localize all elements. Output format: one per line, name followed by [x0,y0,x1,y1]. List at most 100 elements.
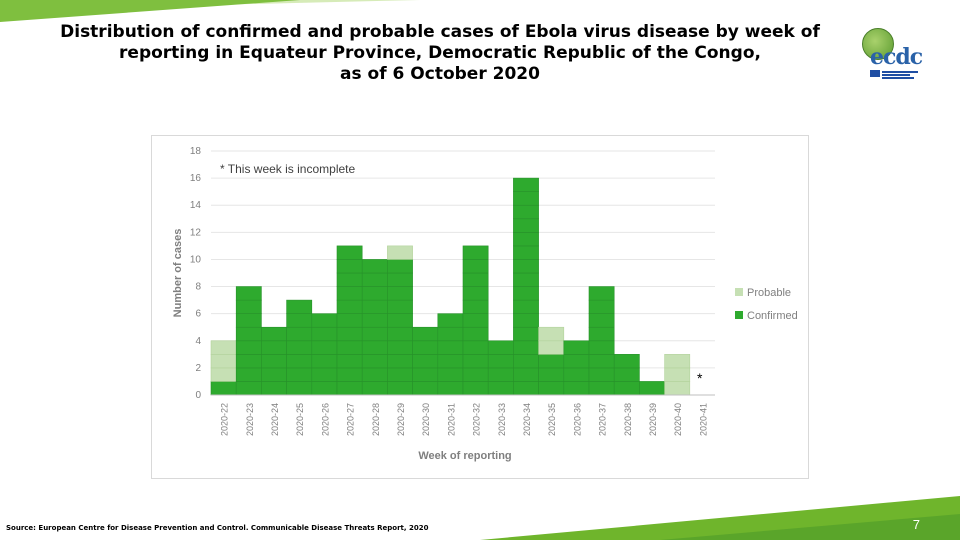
bar-confirmed-2020-39 [639,381,665,396]
bar-confirmed-2020-22 [210,381,237,396]
bar-confirmed-2020-34 [513,245,539,260]
y-tick-label: 0 [195,390,201,401]
logo-line [882,77,914,79]
corner-decoration-bottom-right-dark [660,514,960,540]
bar-confirmed-2020-29 [387,326,413,342]
bar-confirmed-2020-28 [361,299,388,314]
bar-confirmed-2020-28 [361,354,388,369]
bar-confirmed-2020-28 [361,259,388,274]
x-tick-label: 2020-28 [371,403,381,436]
bar-confirmed-2020-37 [588,313,615,328]
bar-confirmed-2020-32 [462,354,489,369]
bar-confirmed-2020-23 [235,286,262,301]
bar-confirmed-2020-28 [361,286,388,301]
legend-swatch-probable [735,288,743,296]
bar-confirmed-2020-25 [286,381,313,396]
x-tick-label: 2020-35 [547,403,557,436]
bar-confirmed-2020-38 [613,354,640,369]
flag-icon [870,70,880,77]
x-tick-label: 2020-29 [396,403,406,436]
bar-confirmed-2020-32 [462,272,489,287]
x-tick-label: 2020-38 [623,403,633,436]
bar-confirmed-2020-27 [336,313,363,328]
bar-confirmed-2020-31 [437,340,464,355]
bar-confirmed-2020-24 [261,340,287,355]
bar-confirmed-2020-37 [588,367,615,382]
bar-confirmed-2020-27 [336,367,363,382]
bar-confirmed-2020-26 [311,326,338,342]
bar-confirmed-2020-30 [412,381,439,396]
bar-confirmed-2020-32 [462,259,489,274]
bar-confirmed-2020-26 [311,354,338,369]
bar-probable-2020-35 [538,340,565,355]
legend-label-confirmed: Confirmed [747,310,798,322]
bar-confirmed-2020-32 [462,367,489,382]
bar-confirmed-2020-35 [538,367,565,382]
bar-confirmed-2020-27 [336,340,363,355]
bar-probable-2020-40 [664,381,691,396]
bar-confirmed-2020-32 [462,326,489,342]
bar-confirmed-2020-23 [235,340,262,355]
eu-flag-icon [870,70,920,80]
bar-confirmed-2020-28 [361,313,388,328]
x-tick-label: 2020-31 [446,403,456,436]
bar-confirmed-2020-32 [462,381,489,396]
bar-confirmed-2020-23 [235,354,262,369]
bar-confirmed-2020-25 [286,299,313,314]
legend-swatch-confirmed [735,311,743,319]
x-axis-label: Week of reporting [418,450,511,462]
bar-confirmed-2020-31 [437,313,464,328]
bar-confirmed-2020-24 [261,367,287,382]
bar-confirmed-2020-34 [513,340,539,355]
bar-probable-2020-35 [538,326,565,342]
incomplete-week-note: * This week is incomplete [220,162,355,176]
bar-confirmed-2020-32 [462,313,489,328]
bar-chart: 0 2 4 6 8 10 12 14 16 18 Number of cases 2020-22 202… [172,146,798,462]
y-tick-label: 14 [190,200,202,211]
bar-confirmed-2020-36 [563,354,590,369]
y-tick-label: 12 [190,227,202,238]
bar-confirmed-2020-28 [361,381,388,396]
bar-confirmed-2020-27 [336,326,363,342]
x-tick-label: 2020-37 [598,403,608,436]
bar-confirmed-2020-26 [311,367,338,382]
bar-confirmed-2020-25 [286,340,313,355]
logo-line [882,71,918,73]
bar-probable-2020-22 [210,340,237,355]
y-tick-label: 16 [190,173,202,184]
bar-confirmed-2020-37 [588,299,615,314]
bar-confirmed-2020-36 [563,381,590,396]
bar-confirmed-2020-34 [513,204,539,220]
bar-confirmed-2020-24 [261,326,287,342]
bar-confirmed-2020-32 [462,299,489,314]
bar-confirmed-2020-38 [613,381,640,396]
bar-confirmed-2020-28 [361,272,388,287]
bar-confirmed-2020-29 [387,381,413,396]
bar-confirmed-2020-34 [513,272,539,287]
bar-confirmed-2020-34 [513,191,539,206]
bar-confirmed-2020-34 [513,313,539,328]
bar-confirmed-2020-30 [412,367,439,382]
x-tick-label: 2020-36 [572,403,582,436]
x-tick-label: 2020-33 [497,403,507,436]
x-tick-label: 2020-34 [522,403,532,436]
x-tick-label: 2020-22 [220,403,230,436]
bar-confirmed-2020-26 [311,381,338,396]
y-tick-label: 18 [190,146,202,157]
x-tick-label: 2020-40 [673,403,683,436]
bar-confirmed-2020-24 [261,354,287,369]
x-tick-label: 2020-25 [295,403,305,436]
x-tick-label: 2020-39 [648,403,658,436]
bar-confirmed-2020-32 [462,340,489,355]
bar-probable-2020-29 [387,245,413,260]
bar-confirmed-2020-25 [286,313,313,328]
bar-confirmed-2020-34 [513,218,539,233]
bar-confirmed-2020-26 [311,313,338,328]
bar-confirmed-2020-29 [387,272,413,287]
legend-label-probable: Probable [747,287,791,299]
bar-confirmed-2020-29 [387,286,413,301]
bar-confirmed-2020-31 [437,354,464,369]
bar-confirmed-2020-35 [538,381,565,396]
x-tick-label: 2020-30 [421,403,431,436]
bar-confirmed-2020-24 [261,381,287,396]
